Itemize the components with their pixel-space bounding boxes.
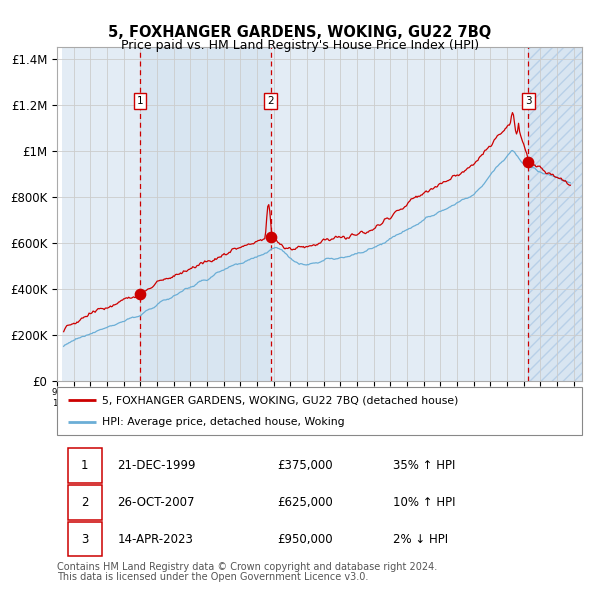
Text: HPI: Average price, detached house, Woking: HPI: Average price, detached house, Woki… [101,417,344,427]
Bar [140,47,271,381]
Text: 5, FOXHANGER GARDENS, WOKING, GU22 7BQ: 5, FOXHANGER GARDENS, WOKING, GU22 7BQ [109,25,491,40]
Bar [529,47,582,381]
Text: This data is licensed under the Open Government Licence v3.0.: This data is licensed under the Open Gov… [57,572,368,582]
Text: £375,000: £375,000 [277,459,333,472]
Point [266,232,275,241]
Text: 10% ↑ HPI: 10% ↑ HPI [393,496,455,509]
Point [524,158,533,167]
FancyBboxPatch shape [67,522,101,556]
Text: 26-OCT-2007: 26-OCT-2007 [118,496,195,509]
Text: 3: 3 [81,533,88,546]
Text: £950,000: £950,000 [277,533,333,546]
FancyBboxPatch shape [67,485,101,520]
Text: £625,000: £625,000 [277,496,333,509]
Text: Contains HM Land Registry data © Crown copyright and database right 2024.: Contains HM Land Registry data © Crown c… [57,562,437,572]
FancyBboxPatch shape [67,448,101,483]
Text: 1: 1 [137,96,143,106]
Text: Price paid vs. HM Land Registry's House Price Index (HPI): Price paid vs. HM Land Registry's House … [121,39,479,52]
Text: 2% ↓ HPI: 2% ↓ HPI [393,533,448,546]
Text: 2: 2 [81,496,88,509]
Text: 14-APR-2023: 14-APR-2023 [118,533,193,546]
Point [135,290,145,299]
Text: 35% ↑ HPI: 35% ↑ HPI [393,459,455,472]
Bar [529,47,582,381]
FancyBboxPatch shape [57,387,582,435]
Text: 5, FOXHANGER GARDENS, WOKING, GU22 7BQ (detached house): 5, FOXHANGER GARDENS, WOKING, GU22 7BQ (… [101,395,458,405]
Text: 21-DEC-1999: 21-DEC-1999 [118,459,196,472]
Text: 3: 3 [525,96,532,106]
Bar [271,47,529,381]
Bar [62,47,140,381]
Text: 1: 1 [81,459,88,472]
Text: 2: 2 [268,96,274,106]
